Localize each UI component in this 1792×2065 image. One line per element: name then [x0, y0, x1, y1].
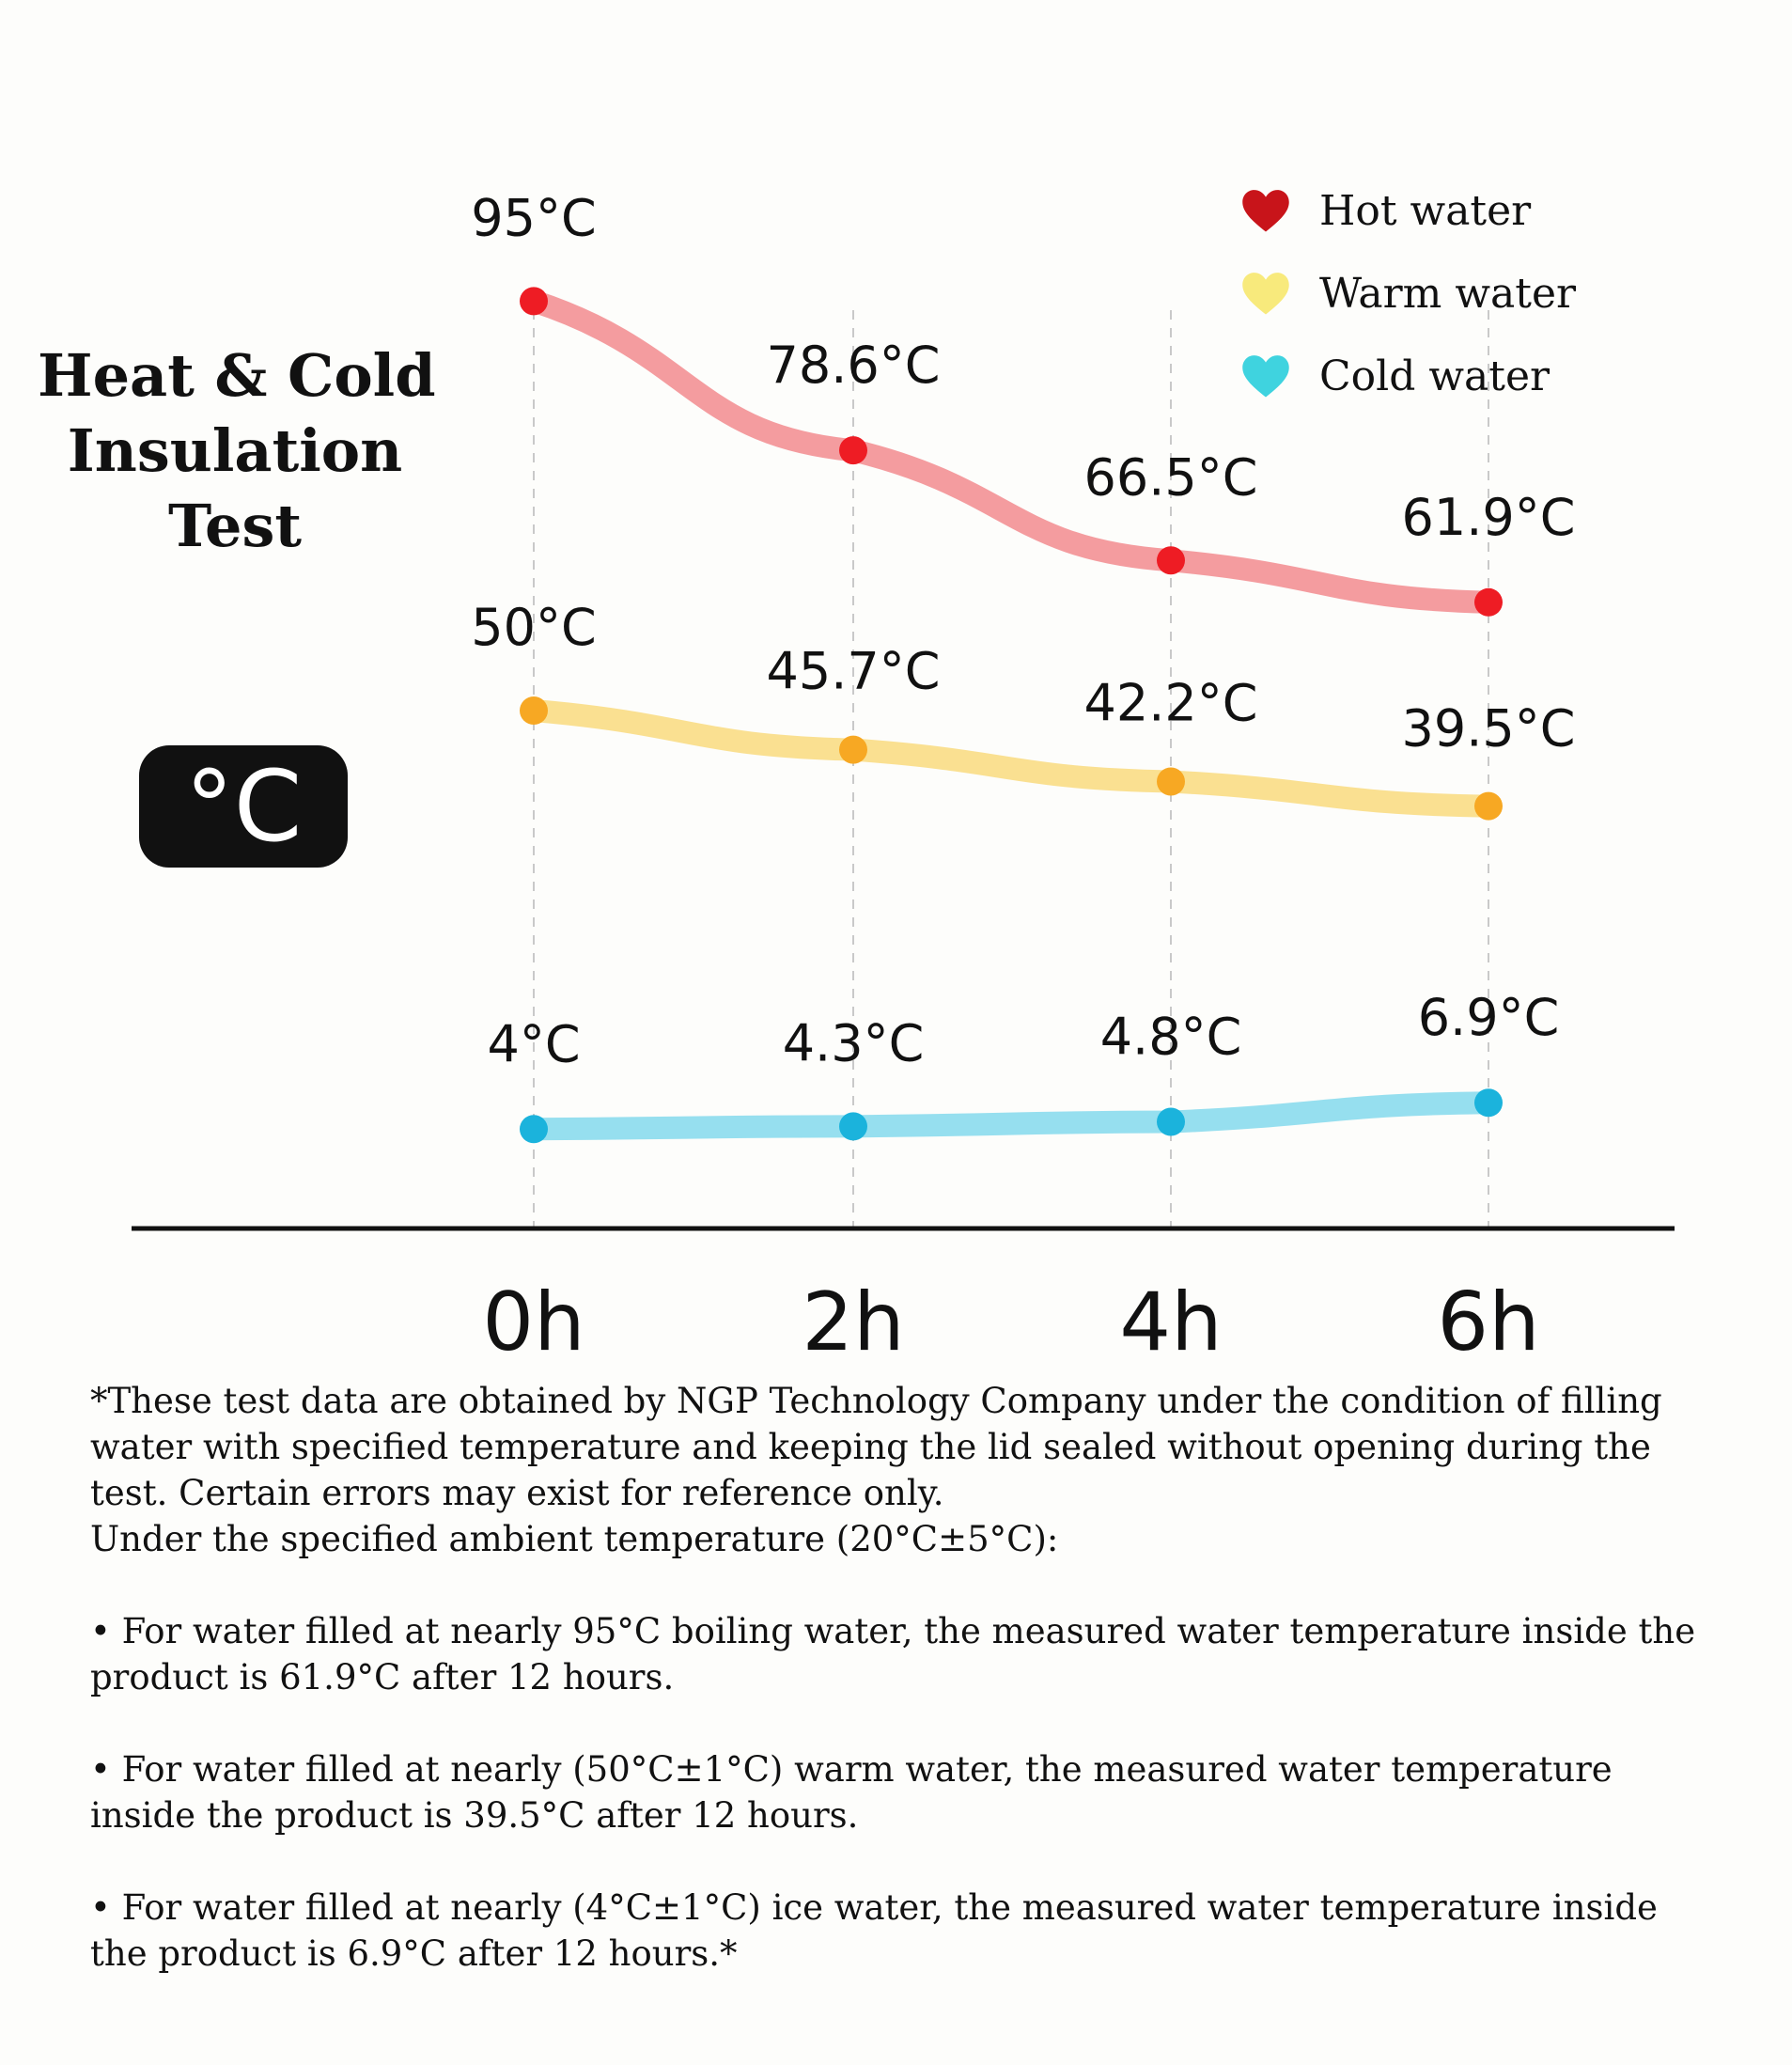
data-point — [1474, 791, 1503, 821]
data-point — [1157, 767, 1185, 796]
footnote-bullet-cold: • For water filled at nearly (4°C±1°C) i… — [90, 1887, 1658, 1974]
celsius-unit-badge: °C — [139, 745, 348, 868]
heart-shape — [1242, 355, 1289, 398]
title-line: Test — [167, 492, 302, 560]
footnote: *These test data are obtained by NGP Tec… — [90, 1378, 1706, 1977]
title-line: Insulation — [67, 416, 403, 485]
data-label: 95°C — [471, 188, 596, 247]
data-point — [1157, 546, 1185, 575]
data-point — [520, 1115, 548, 1144]
data-point — [520, 696, 548, 725]
data-label: 66.5°C — [1084, 447, 1258, 507]
data-label: 45.7°C — [767, 642, 941, 701]
data-label: 4.3°C — [783, 1013, 925, 1072]
legend-item-warm-water: Warm water — [1240, 252, 1576, 335]
x-tick-label: 2h — [802, 1275, 904, 1369]
chart-title: Heat & Cold Insulation Test — [38, 338, 436, 564]
data-point — [839, 436, 867, 465]
data-point — [1474, 1088, 1503, 1118]
footnote-bullet-warm: • For water filled at nearly (50°C±1°C) … — [90, 1749, 1613, 1836]
series-line-0 — [522, 289, 1500, 614]
legend-label: Hot water — [1319, 186, 1532, 235]
x-tick-label: 4h — [1119, 1275, 1222, 1369]
data-label: 78.6°C — [767, 336, 941, 395]
data-label: 4.8°C — [1100, 1008, 1242, 1067]
data-label: 61.9°C — [1402, 488, 1576, 547]
footnote-ambient: Under the specified ambient temperature … — [90, 1519, 1059, 1559]
series-line-2 — [522, 1091, 1500, 1141]
footnote-bullet-hot: • For water filled at nearly 95°C boilin… — [90, 1611, 1696, 1697]
data-label: 4°C — [487, 1014, 580, 1073]
data-label: 6.9°C — [1418, 988, 1560, 1047]
series-line-1 — [522, 699, 1500, 818]
x-tick-label: 0h — [482, 1275, 584, 1369]
legend-label: Warm water — [1319, 269, 1577, 318]
x-tick-label: 6h — [1437, 1275, 1539, 1369]
heart-icon — [1242, 355, 1289, 398]
footnote-intro: *These test data are obtained by NGP Tec… — [90, 1381, 1662, 1513]
heart-shape — [1242, 273, 1289, 315]
heart-shape — [1242, 190, 1289, 232]
legend-item-cold-water: Cold water — [1240, 335, 1576, 417]
data-point — [520, 287, 548, 316]
data-point — [839, 1112, 867, 1141]
data-label: 39.5°C — [1402, 699, 1576, 759]
data-label: 42.2°C — [1084, 674, 1258, 733]
data-point — [839, 735, 867, 764]
legend: Hot water Warm water Cold water — [1240, 169, 1576, 417]
heart-icon — [1242, 273, 1289, 315]
data-point — [1474, 587, 1503, 617]
data-label: 50°C — [471, 598, 596, 657]
legend-label: Cold water — [1319, 352, 1550, 400]
title-line: Heat & Cold — [38, 341, 436, 410]
heart-icon — [1242, 190, 1289, 232]
data-point — [1157, 1107, 1185, 1136]
legend-item-hot-water: Hot water — [1240, 169, 1576, 252]
